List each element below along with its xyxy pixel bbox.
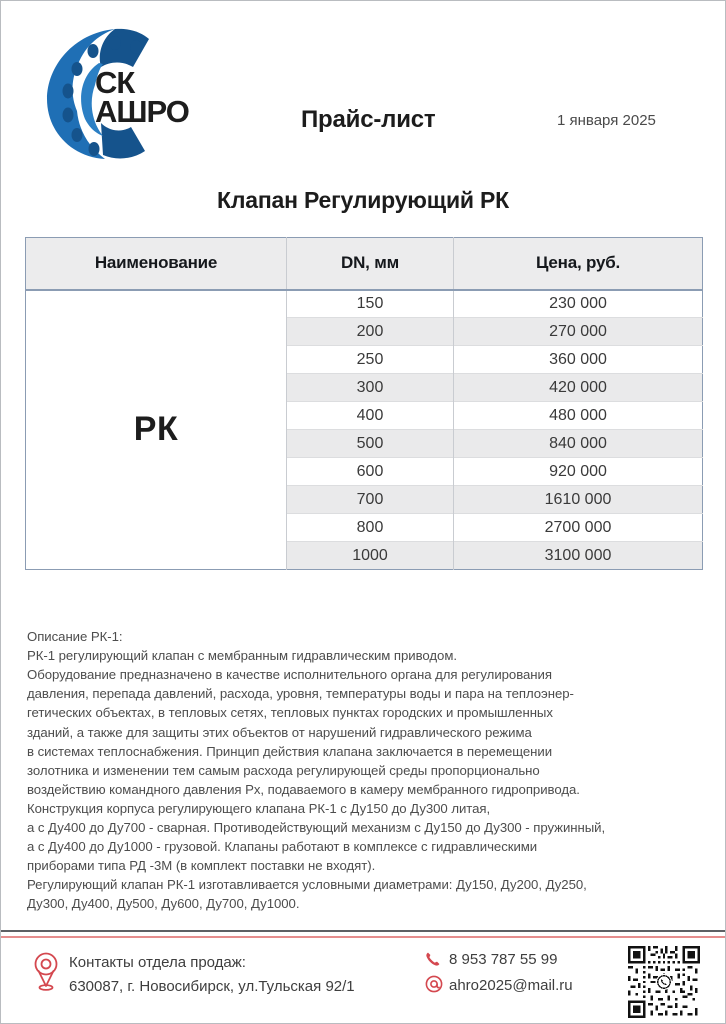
table-row: 250 360 000	[26, 345, 703, 374]
cell-dn: 700	[286, 485, 454, 514]
cell-price: 420 000	[453, 373, 703, 402]
document-date: 1 января 2025	[557, 112, 656, 129]
document-title: Прайс-лист	[301, 106, 436, 133]
cell-dn: 150	[286, 289, 454, 318]
cell-price: 3100 000	[453, 541, 703, 570]
cell-price: 270 000	[453, 317, 703, 346]
footer-divider-red	[1, 936, 725, 938]
cell-dn: 300	[286, 373, 454, 402]
page-header: СК АШРО Прайс-лист 1 января 2025	[1, 1, 725, 166]
column-header-price: Цена, руб.	[453, 237, 703, 291]
cell-price: 1610 000	[453, 485, 703, 514]
table-row: 700 1610 000	[26, 485, 703, 514]
logo-text-sk: СК	[95, 65, 135, 100]
contacts-label: Контакты отдела продаж:	[69, 954, 246, 971]
table-row: 400 480 000	[26, 401, 703, 430]
table-row: 200 270 000	[26, 317, 703, 346]
table-body: РК 150 230 000 200 270 000 250 360 000 300 420 0…	[25, 289, 703, 570]
cell-dn: 1000	[286, 541, 454, 570]
contact-block: Контакты отдела продаж: 630087, г. Новос…	[69, 951, 355, 999]
logo-text-ahro: АШРО	[95, 93, 190, 129]
phone-icon	[425, 951, 443, 967]
location-pin-icon	[33, 952, 59, 992]
contacts-address: 630087, г. Новосибирск, ул.Тульская 92/1	[69, 978, 355, 995]
cell-price: 2700 000	[453, 513, 703, 542]
page-footer: Контакты отдела продаж: 630087, г. Новос…	[1, 942, 725, 1023]
column-header-dn: DN, мм	[286, 237, 454, 291]
cell-dn: 250	[286, 345, 454, 374]
table-header-row: Наименование DN, мм Цена, руб.	[25, 237, 703, 291]
cell-price: 840 000	[453, 429, 703, 458]
table-row: РК 150 230 000	[25, 289, 703, 570]
email-at-icon	[425, 975, 443, 993]
cell-price: 480 000	[453, 401, 703, 430]
description-heading: Описание РК-1:	[27, 629, 123, 645]
phone-number: 8 953 787 55 99	[449, 951, 558, 968]
column-header-name: Наименование	[25, 237, 287, 291]
flange-ring-graphic	[47, 28, 149, 159]
cell-dn: 800	[286, 513, 454, 542]
cell-price: 230 000	[453, 289, 703, 318]
description-body: РК-1 регулирующий клапан с мембранным ги…	[27, 648, 606, 912]
table-row: 800 2700 000	[26, 513, 703, 542]
phone-row[interactable]: 8 953 787 55 99	[425, 951, 557, 968]
cell-price: 920 000	[453, 457, 703, 486]
cell-dn: 600	[286, 457, 454, 486]
product-description: Описание РК-1: РК-1 регулирующий клапан с…	[27, 608, 703, 914]
table-row: 1000 3100 000	[26, 541, 703, 570]
table-row: 300 420 000	[26, 373, 703, 402]
price-table: Наименование DN, мм Цена, руб. РК 150 230 …	[25, 237, 703, 570]
qr-code[interactable]	[628, 946, 700, 1018]
email-address: ahro2025@mail.ru	[449, 977, 573, 994]
company-logo: СК АШРО	[37, 23, 227, 163]
table-row: 600 920 000	[26, 457, 703, 486]
table-row: 500 840 000	[26, 429, 703, 458]
cell-price: 360 000	[453, 345, 703, 374]
price-table-container: Наименование DN, мм Цена, руб. РК 150 230 …	[25, 237, 703, 570]
cell-dn: 500	[286, 429, 454, 458]
table-header: Наименование DN, мм Цена, руб.	[25, 237, 703, 291]
product-name-cell: РК	[25, 289, 287, 570]
cell-dn: 200	[286, 317, 454, 346]
footer-divider-dark	[1, 930, 725, 932]
cell-dn: 400	[286, 401, 454, 430]
product-subtitle: Клапан Регулирующий РК	[216, 187, 510, 213]
email-row[interactable]: ahro2025@mail.ru	[425, 975, 573, 994]
